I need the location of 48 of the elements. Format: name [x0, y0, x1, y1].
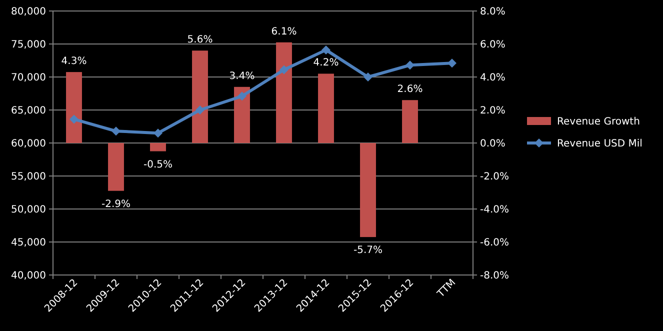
bar — [192, 50, 208, 143]
y2-tick-label: 4.0% — [480, 72, 506, 84]
data-label: -5.7% — [353, 245, 383, 256]
data-label: 2.6% — [397, 84, 423, 96]
bar — [318, 74, 334, 143]
point — [280, 65, 288, 74]
y-tick-label: 40,000 — [11, 270, 46, 282]
data-label: 6.1% — [271, 26, 297, 38]
y2-tick-label: -2.0% — [480, 172, 510, 182]
point — [112, 126, 120, 136]
point — [448, 58, 456, 68]
data-label: 4.3% — [61, 56, 87, 68]
bar — [234, 86, 250, 143]
y-tick-label: 75,000 — [11, 40, 46, 50]
bar — [402, 100, 418, 143]
bar — [108, 143, 124, 191]
point — [406, 60, 414, 70]
legend-label: Revenue USD Mil — [557, 138, 642, 150]
data-label: -2.9% — [101, 198, 131, 210]
y-tick-label: 50,000 — [11, 204, 46, 216]
legend-label: Revenue Growth — [557, 116, 640, 128]
y2-tick-label: -8.0% — [480, 270, 510, 282]
point — [70, 114, 78, 124]
point — [238, 92, 246, 101]
point — [196, 106, 204, 114]
bar — [150, 143, 166, 152]
y-tick-label: 80,000 — [11, 6, 46, 18]
y2-tick-label: 0.0% — [480, 138, 506, 150]
point — [322, 45, 330, 54]
y2-tick-label: -4.0% — [480, 204, 510, 216]
y-tick-label: 45,000 — [11, 238, 46, 248]
point — [154, 128, 162, 138]
y-tick-label: 65,000 — [11, 106, 46, 116]
bar — [276, 42, 292, 143]
y2-tick-label: 2.0% — [480, 106, 506, 116]
data-label: -0.5% — [143, 159, 173, 170]
y-tick-label: 60,000 — [11, 138, 46, 150]
data-label: 4.2% — [313, 58, 339, 69]
y2-tick-label: 8.0% — [480, 6, 506, 18]
y2-tick-label: 6.0% — [480, 40, 506, 50]
y-tick-label: 55,000 — [11, 172, 46, 182]
point — [364, 72, 372, 82]
y2-tick-label: -6.0% — [480, 238, 510, 248]
bar — [66, 72, 82, 143]
bar — [360, 143, 376, 238]
data-label: 3.4% — [229, 70, 255, 82]
y-tick-label: 70,000 — [11, 72, 46, 84]
data-label: 5.6% — [187, 34, 213, 46]
